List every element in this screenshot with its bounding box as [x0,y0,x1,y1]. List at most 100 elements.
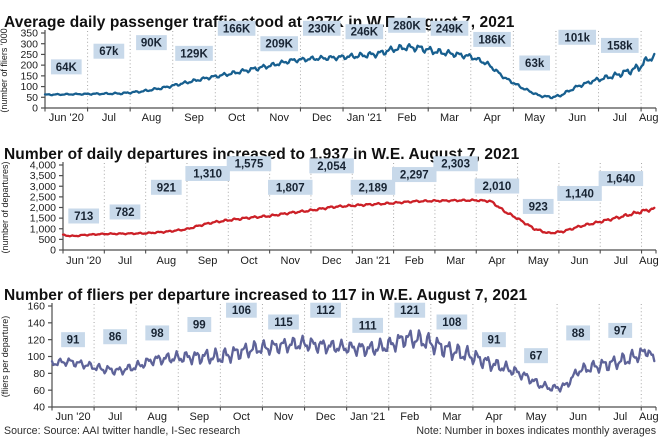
x-tick-label: Oct [233,411,250,423]
y-tick-label: 4,000 [30,160,56,172]
monthly-average-box [394,302,426,318]
monthly-average-box [226,156,272,172]
monthly-average-box [433,156,478,172]
y-tick-label: 1,500 [30,213,56,225]
y-tick-label: 150 [20,70,38,82]
x-tick-label: Jul [108,411,122,423]
x-tick-label: Jul [102,112,116,124]
monthly-average-box [519,55,551,71]
monthly-average-value: 101k [564,32,590,44]
x-tick-label: Feb [405,255,424,267]
monthly-average-box [268,314,299,330]
monthly-average-value: 1,310 [193,169,222,181]
monthly-average-value: 99 [193,320,206,332]
monthly-average-value: 782 [115,207,134,219]
x-tick-label: Aug [639,411,659,423]
monthly-average-box [185,166,230,181]
monthly-average-value: 121 [400,305,420,317]
monthly-average-box [61,332,85,348]
monthly-average-box [558,29,597,45]
x-tick-label: Sep [190,411,210,423]
y-tick-label: 100 [27,351,45,363]
x-tick-label: Nov [281,255,301,267]
monthly-average-box [268,179,313,195]
y-tick-label: 200 [20,60,38,72]
monthly-average-box [473,31,511,47]
monthly-average-box [226,302,257,318]
monthly-average-value: 97 [614,325,627,337]
x-tick-label: Nov [274,411,294,423]
y-tick-label: 300 [20,38,38,50]
monthly-average-box [557,185,602,201]
x-tick-label: Mar [446,255,465,267]
monthly-average-box [388,17,426,33]
monthly-average-box [109,204,141,220]
y-tick-label: 3,500 [30,170,56,182]
y-tick-label: 0 [32,103,38,115]
monthly-average-box [68,208,100,224]
y-tick-label: 60 [33,385,45,397]
monthly-average-box [352,317,384,333]
monthly-average-box [522,198,554,214]
y-axis-unit-label: (number of fliers '000 [0,28,9,112]
monthly-average-value: 90K [141,38,163,50]
x-tick-label: Jun [568,112,586,124]
x-tick-label: Dec [316,411,336,423]
x-tick-label: Aug [142,112,162,124]
x-tick-label: Jan '21 [347,112,382,124]
monthly-average-value: 115 [274,317,293,329]
x-tick-label: Oct [240,255,257,267]
monthly-average-value: 112 [316,305,335,317]
monthly-average-value: 2,303 [441,159,470,171]
x-tick-label: Aug [157,255,177,267]
monthly-average-value: 2,189 [359,182,388,194]
fliers-per-departure-title: Number of fliers per departure increased… [4,286,528,304]
x-tick-label: May [524,112,545,124]
monthly-average-value: 91 [67,335,80,347]
monthly-average-value: 98 [151,328,164,340]
monthly-average-box [50,59,82,75]
monthly-average-value: 64K [56,62,78,74]
x-tick-label: Sep [184,112,204,124]
y-tick-label: 50 [26,92,38,104]
monthly-average-box [608,322,633,338]
x-tick-label: Mar [442,411,461,423]
monthly-average-value: 86 [109,332,122,344]
source-note: Source: Source: AAI twitter handle, I-Se… [4,425,241,437]
x-tick-label: Dec [312,112,332,124]
monthly-average-box [175,45,213,61]
monthly-average-value: 63k [525,58,545,70]
monthly-average-value: 230K [308,23,336,35]
monthly-average-value: 166K [223,23,251,35]
monthly-average-box [345,24,384,40]
x-tick-label: Aug [147,411,167,423]
x-tick-label: Dec [322,255,342,267]
monthly-average-value: 1,575 [235,159,264,171]
x-tick-label: Jun '20 [66,255,101,267]
passenger-traffic-title: Average daily passenger traffic stood at… [4,13,515,31]
monthly-average-value: 1,807 [276,182,305,194]
monthly-average-box [601,37,639,53]
x-tick-label: Jun [569,411,587,423]
monthly-average-value: 246K [351,27,379,39]
y-tick-label: 0 [50,245,56,257]
monthly-average-value: 249K [436,23,464,35]
monthly-average-value: 158k [607,40,633,52]
x-tick-label: Apr [485,411,502,423]
monthly-average-box [187,317,212,333]
y-tick-label: 80 [33,368,45,380]
y-tick-label: 120 [27,334,45,346]
x-tick-label: Apr [484,112,501,124]
x-tick-label: Nov [269,112,289,124]
y-tick-label: 250 [20,49,38,61]
footer: Source: Source: AAI twitter handle, I-Se… [4,425,656,437]
monthly-average-box [93,43,125,59]
x-tick-label: Jul [613,112,627,124]
monthly-average-value: 129K [180,48,208,60]
x-tick-label: Jul [118,255,132,267]
x-tick-label: Jul [613,411,627,423]
monthly-average-value: 111 [359,320,378,332]
fliers-per-departure-line [50,329,656,393]
